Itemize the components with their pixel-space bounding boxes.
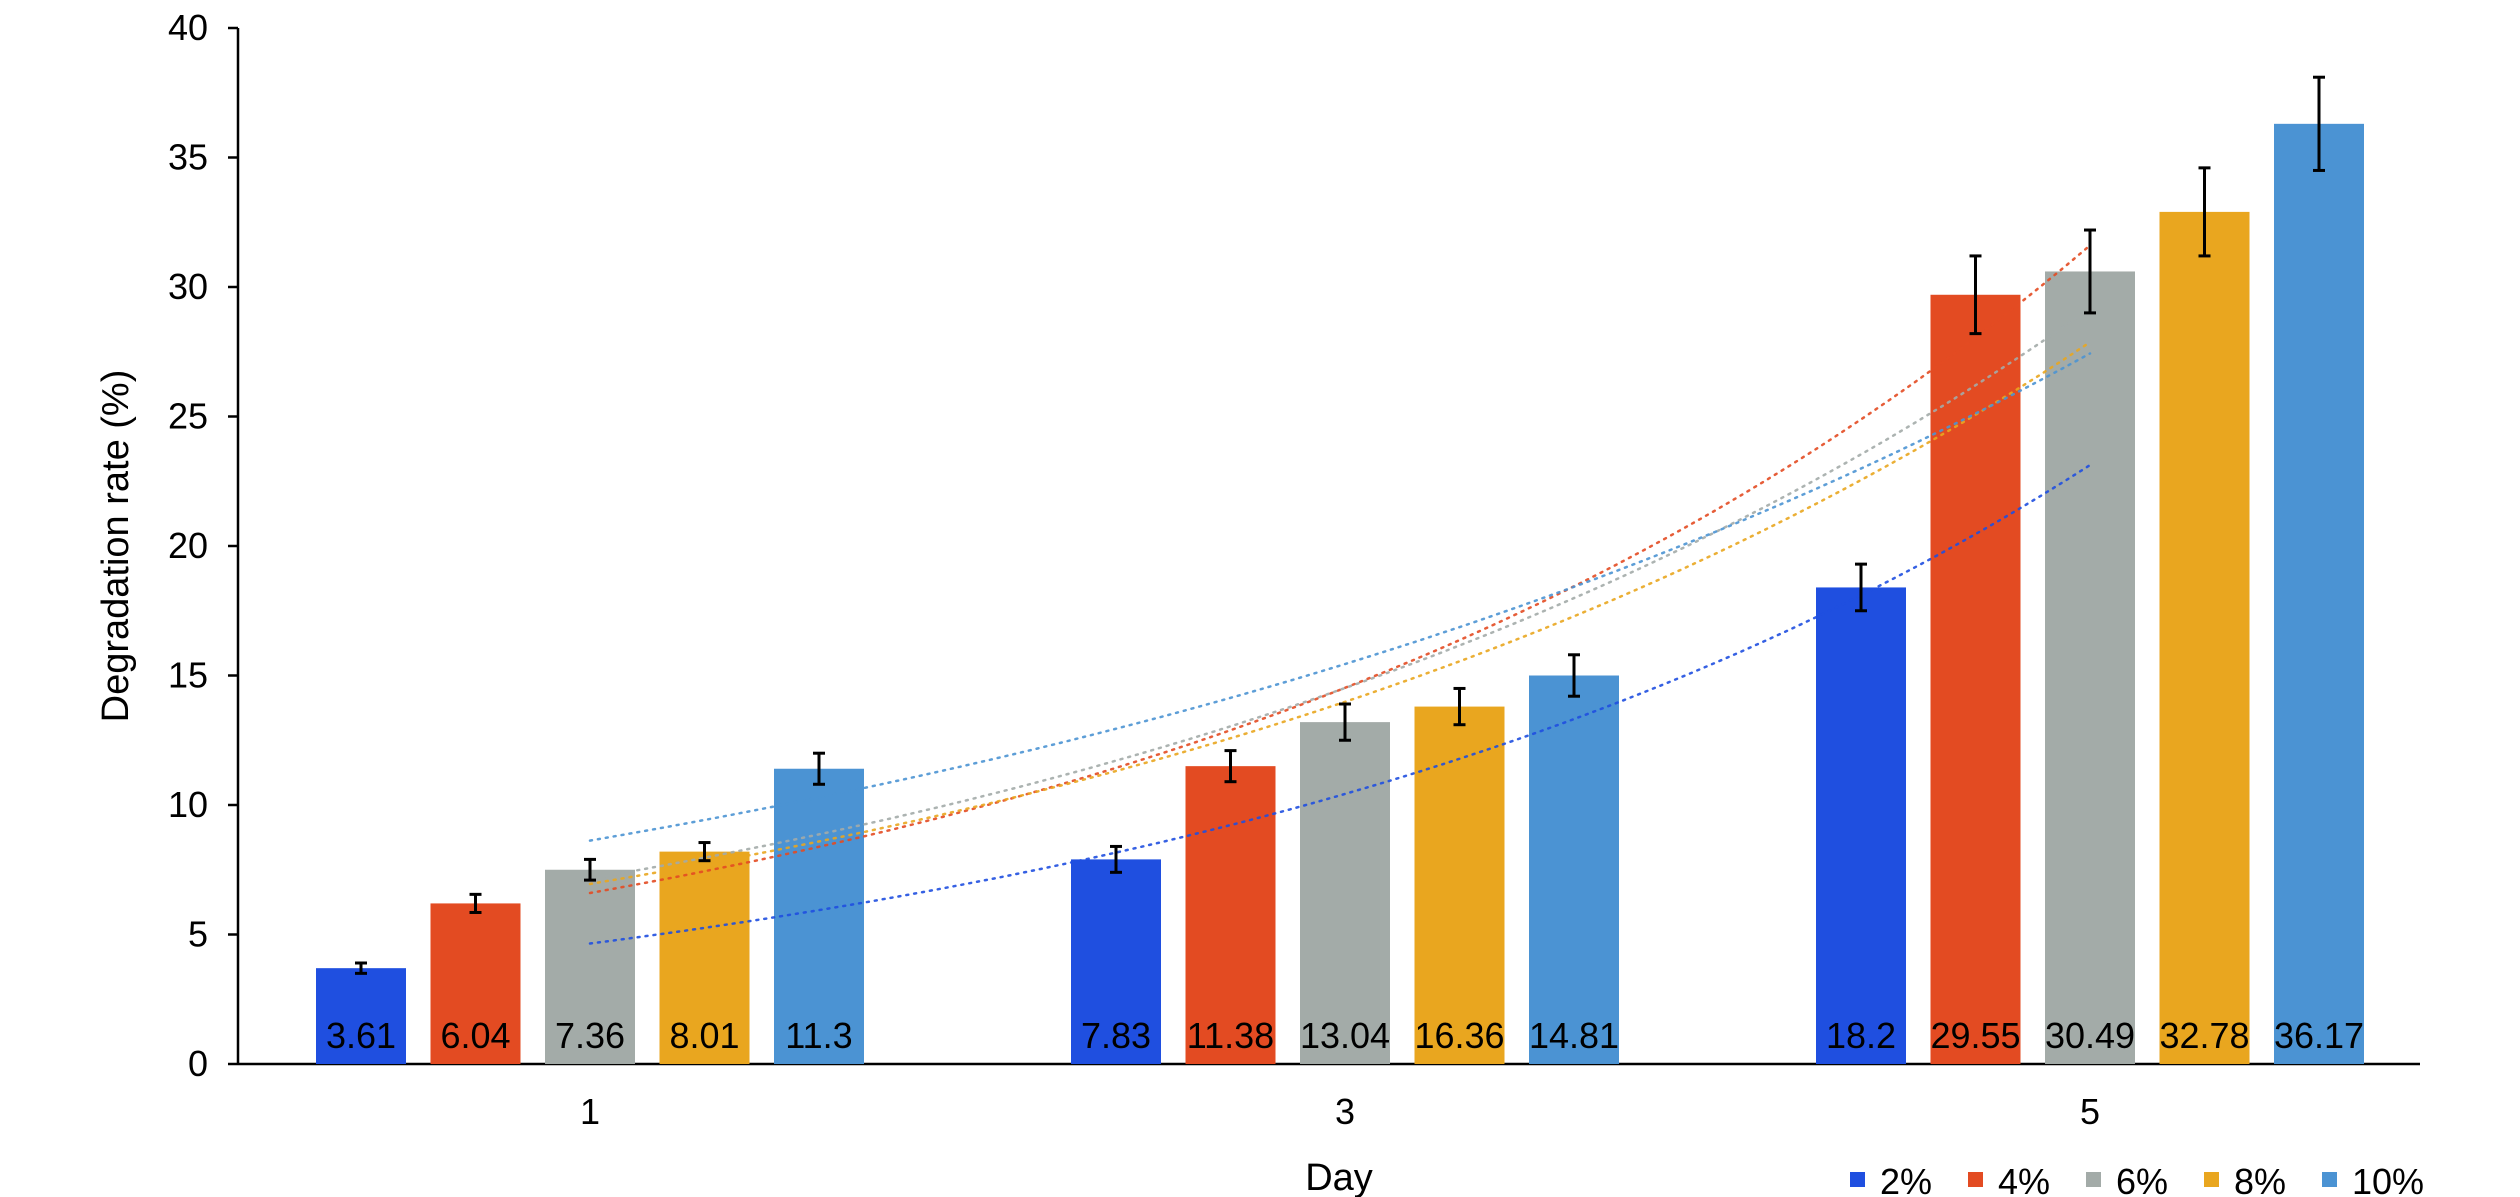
y-tick-label: 30 — [168, 266, 208, 307]
bar — [316, 968, 406, 1064]
bar — [545, 869, 635, 1064]
x-tick-label: 1 — [580, 1091, 600, 1132]
legend-label: 8% — [2234, 1161, 2286, 1197]
data-label: 7.36 — [555, 1015, 625, 1056]
data-label: 6.04 — [440, 1015, 510, 1056]
bar — [2159, 211, 2250, 1064]
data-label: 18.2 — [1826, 1015, 1896, 1056]
y-tick-label: 15 — [168, 655, 208, 696]
bar — [1930, 294, 2021, 1064]
x-tick-label: 5 — [2080, 1091, 2100, 1132]
y-tick-label: 0 — [188, 1043, 208, 1084]
bar — [1414, 706, 1505, 1064]
x-tick-label: 3 — [1335, 1091, 1355, 1132]
bar — [2274, 123, 2364, 1064]
bar — [1529, 675, 1619, 1064]
data-label: 11.3 — [785, 1015, 852, 1056]
legend: 2% 4% 6% 8% 10% — [1850, 1161, 2424, 1197]
bar — [1185, 766, 1276, 1064]
legend-swatch — [2204, 1172, 2219, 1187]
data-label: 13.04 — [1300, 1015, 1390, 1056]
trendline — [588, 352, 2092, 842]
y-tick-label: 35 — [168, 137, 208, 178]
bars — [316, 123, 2364, 1065]
trendline — [588, 307, 2092, 880]
bar — [774, 768, 864, 1064]
legend-label: 2% — [1880, 1161, 1932, 1197]
data-label: 7.83 — [1081, 1015, 1151, 1056]
y-axis-title: Degradation rate (%) — [95, 370, 137, 723]
bar — [1300, 722, 1390, 1064]
bar — [659, 851, 750, 1064]
legend-swatch — [1968, 1172, 1983, 1187]
error-bars — [355, 75, 2325, 975]
y-tick-label: 5 — [188, 914, 208, 955]
bar — [1816, 587, 1906, 1064]
data-label: 36.17 — [2274, 1015, 2364, 1056]
trendlines — [588, 244, 2092, 945]
y-tick-label: 25 — [168, 396, 208, 437]
legend-swatch — [2322, 1172, 2337, 1187]
data-label: 32.78 — [2159, 1015, 2249, 1056]
legend-label: 4% — [1998, 1161, 2050, 1197]
y-tick-label: 10 — [168, 784, 208, 825]
data-labels: 3.61 7.83 18.2 6.04 11.38 29.55 7.36 13.04 30.49… — [326, 1015, 2364, 1056]
data-label: 3.61 — [326, 1015, 396, 1056]
y-tick-label: 20 — [168, 525, 208, 566]
data-label: 11.38 — [1187, 1015, 1274, 1056]
legend-label: 6% — [2116, 1161, 2168, 1197]
data-label: 30.49 — [2045, 1015, 2135, 1056]
bar — [430, 903, 521, 1064]
data-label: 14.81 — [1529, 1015, 1619, 1056]
data-label: 8.01 — [669, 1015, 739, 1056]
data-label: 29.55 — [1930, 1015, 2020, 1056]
legend-swatch — [2086, 1172, 2101, 1187]
bar — [1071, 859, 1161, 1064]
legend-label: 10% — [2352, 1161, 2424, 1197]
legend-swatch — [1850, 1172, 1865, 1187]
x-axis-title: Day — [1305, 1157, 1373, 1197]
y-tick-label: 40 — [168, 7, 208, 48]
bar — [2045, 271, 2135, 1065]
data-label: 16.36 — [1414, 1015, 1504, 1056]
trendline — [588, 244, 2092, 895]
